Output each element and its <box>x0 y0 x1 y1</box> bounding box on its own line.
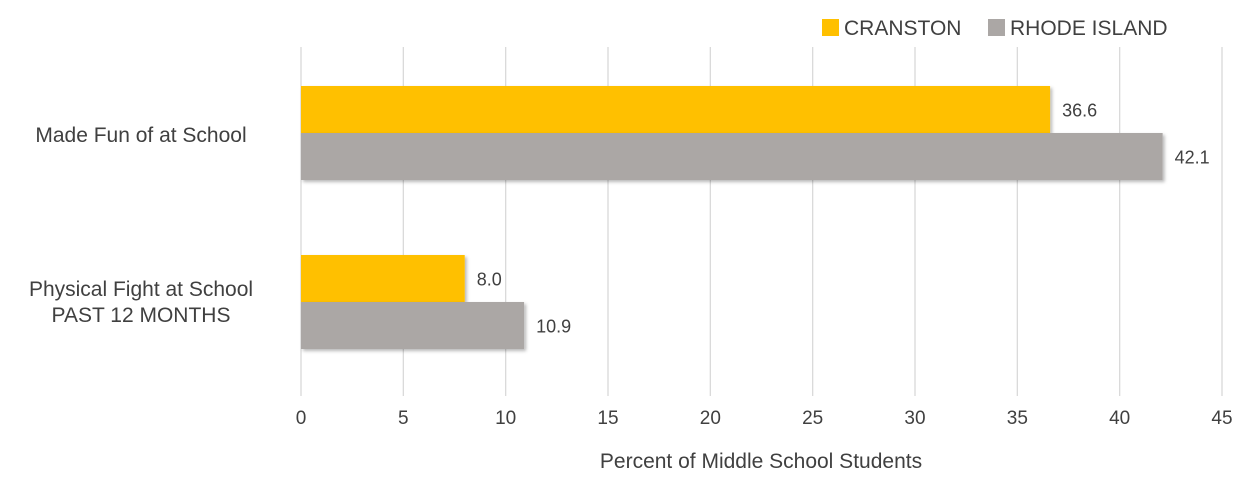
category-labels: Made Fun of at School Physical Fight at S… <box>29 124 253 327</box>
x-axis-ticks: 0 5 10 15 20 25 30 35 40 45 <box>296 408 1233 429</box>
data-label: 8.0 <box>477 270 502 290</box>
category-label: Physical Fight at School PAST 12 MONTHS <box>29 278 253 327</box>
bars: 36.6 42.1 8.0 10.9 <box>301 86 1210 349</box>
x-tick-label: 10 <box>495 408 516 429</box>
bar-cranston-0 <box>301 86 1051 133</box>
x-tick-label: 15 <box>597 408 618 429</box>
data-label: 36.6 <box>1062 101 1097 121</box>
legend-label: CRANSTON <box>844 17 961 40</box>
x-axis-label: Percent of Middle School Students <box>600 450 922 473</box>
data-label: 42.1 <box>1175 148 1210 168</box>
x-tick-label: 0 <box>296 408 307 429</box>
category-label: Made Fun of at School <box>35 124 246 147</box>
legend-label: RHODE ISLAND <box>1010 17 1168 40</box>
x-tick-label: 35 <box>1007 408 1028 429</box>
legend-swatch <box>988 19 1005 36</box>
bar-rhode-island-0 <box>301 133 1163 180</box>
legend-swatch <box>822 19 839 36</box>
x-tick-label: 20 <box>700 408 721 429</box>
x-tick-label: 30 <box>904 408 925 429</box>
x-tick-label: 5 <box>398 408 409 429</box>
x-tick-label: 45 <box>1211 408 1232 429</box>
legend: CRANSTON RHODE ISLAND <box>822 17 1168 40</box>
data-label: 10.9 <box>536 317 571 337</box>
x-tick-label: 40 <box>1109 408 1130 429</box>
x-tick-label: 25 <box>802 408 823 429</box>
bar-cranston-1 <box>301 255 465 302</box>
bar-rhode-island-1 <box>301 302 525 349</box>
